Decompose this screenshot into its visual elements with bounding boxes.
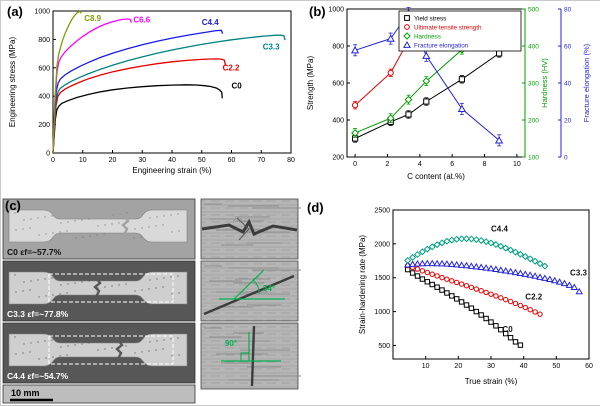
svg-text:C6.6: C6.6 (133, 15, 150, 24)
svg-text:500: 500 (378, 343, 390, 350)
svg-text:60: 60 (228, 157, 236, 164)
svg-text:30: 30 (138, 157, 146, 164)
svg-text:10: 10 (79, 157, 87, 164)
panel-a-stress-strain-chart: 0 10 20 30 40 50 60 70 8002004006008001000Engine… (8, 9, 295, 176)
svg-text:50: 50 (198, 157, 206, 164)
series-C2.2: C2.2 (52, 58, 240, 154)
svg-text:400: 400 (332, 118, 344, 125)
svg-text:0: 0 (51, 157, 55, 164)
svg-text:200: 200 (38, 122, 50, 129)
gauge-highlight-box (48, 335, 174, 365)
svg-text:40: 40 (520, 363, 528, 370)
svg-text:Strength (MPa): Strength (MPa) (306, 56, 315, 111)
svg-text:600: 600 (38, 65, 50, 72)
svg-text:Strain-hardening rate (MPa): Strain-hardening rate (MPa) (358, 235, 367, 334)
svg-text:C8.9: C8.9 (84, 14, 101, 23)
svg-text:200: 200 (332, 155, 344, 162)
panel-c-specimen-photos: C0 εf=~57.7% C3.3 εf=~77.8% C4.4 εf=~54.7%… (2, 198, 301, 404)
panel-c-label: (c) (5, 198, 21, 213)
svg-text:70: 70 (257, 157, 265, 164)
svg-text:C2.2: C2.2 (223, 64, 240, 73)
panel-d-label: (d) (307, 200, 324, 215)
series-C4.4: C4.4 (52, 18, 224, 154)
svg-text:30: 30 (487, 363, 495, 370)
svg-text:2: 2 (386, 161, 390, 168)
svg-text:1000: 1000 (34, 9, 50, 16)
svg-text:Yield stress: Yield stress (414, 15, 446, 22)
svg-text:C0 εf=~57.7%: C0 εf=~57.7% (7, 247, 62, 257)
svg-text:Engineering stress (MPa): Engineering stress (MPa) (8, 37, 17, 128)
svg-text:80: 80 (564, 7, 572, 14)
series-C0: C0 (405, 266, 524, 348)
svg-text:Engineering strain (%): Engineering strain (%) (132, 166, 211, 175)
svg-text:0: 0 (564, 155, 568, 162)
series-C0: C0 (52, 81, 243, 154)
svg-text:C0: C0 (232, 81, 243, 90)
series-C3.3: C3.3 (52, 34, 286, 154)
gauge-highlight-box (48, 273, 174, 303)
svg-text:400: 400 (528, 44, 539, 51)
svg-text:10 mm: 10 mm (11, 388, 40, 398)
svg-text:1000: 1000 (328, 7, 344, 14)
svg-text:500: 500 (528, 7, 539, 14)
svg-text:C0: C0 (502, 325, 513, 334)
svg-text:2500: 2500 (374, 208, 390, 215)
series-C6.6: C6.6 (52, 15, 151, 154)
svg-text:8: 8 (483, 161, 487, 168)
svg-text:20: 20 (109, 157, 117, 164)
svg-text:Ultimate tensile strength: Ultimate tensile strength (414, 24, 482, 31)
svg-text:80: 80 (287, 157, 295, 164)
svg-text:20: 20 (564, 118, 572, 125)
svg-text:C4.4 εf=~54.7%: C4.4 εf=~54.7% (7, 371, 69, 381)
svg-text:1000: 1000 (374, 309, 390, 316)
svg-text:C4.4: C4.4 (491, 225, 508, 234)
panel-d-hardening-chart: 10 20 30 40 50 60 500 1000 1500 2000 2500 True stra… (358, 208, 593, 387)
svg-text:50: 50 (552, 363, 560, 370)
svg-text:4: 4 (418, 161, 422, 168)
svg-text:40: 40 (168, 157, 176, 164)
svg-text:54°: 54° (263, 284, 275, 293)
svg-text:60: 60 (585, 363, 593, 370)
svg-text:20: 20 (454, 363, 462, 370)
svg-text:100: 100 (528, 155, 539, 162)
svg-text:C2.2: C2.2 (525, 292, 542, 301)
svg-text:C content (at.%): C content (at.%) (407, 172, 465, 181)
fracture-closeup (200, 260, 299, 322)
svg-text:400: 400 (38, 94, 50, 101)
svg-text:Hardness (HV): Hardness (HV) (540, 58, 549, 108)
svg-text:60: 60 (564, 44, 572, 51)
svg-text:0: 0 (46, 151, 50, 158)
svg-text:90°: 90° (225, 339, 237, 348)
svg-text:C3.3 εf=~77.8%: C3.3 εf=~77.8% (7, 309, 69, 319)
svg-text:True strain (%): True strain (%) (465, 377, 518, 386)
panel-b-label: (b) (309, 4, 326, 19)
svg-text:300: 300 (528, 81, 539, 88)
svg-text:200: 200 (528, 118, 539, 125)
svg-text:Fracture elongation (%): Fracture elongation (%) (582, 43, 591, 122)
series-Yield stress (351, 49, 503, 143)
series-C2.2: C2.2 (405, 262, 543, 317)
svg-text:2000: 2000 (374, 241, 390, 248)
panel-a-label: (a) (7, 4, 23, 19)
svg-text:C3.3: C3.3 (570, 269, 587, 278)
svg-text:C4.4: C4.4 (202, 18, 219, 27)
series-C4.4: C4.4 (404, 225, 549, 270)
svg-text:1500: 1500 (374, 275, 390, 282)
svg-text:Hardness: Hardness (414, 33, 441, 40)
svg-text:800: 800 (38, 37, 50, 44)
svg-text:10: 10 (513, 161, 521, 168)
svg-text:6: 6 (450, 161, 454, 168)
svg-text:10: 10 (422, 363, 430, 370)
svg-text:40: 40 (564, 81, 572, 88)
svg-text:600: 600 (332, 81, 344, 88)
series-C3.3: C3.3 (403, 259, 588, 295)
svg-text:Fracture elongation: Fracture elongation (414, 42, 469, 49)
svg-text:C3.3: C3.3 (263, 42, 280, 51)
svg-text:0: 0 (353, 161, 357, 168)
svg-text:800: 800 (332, 44, 344, 51)
series-C8.9: C8.9 (52, 10, 102, 154)
